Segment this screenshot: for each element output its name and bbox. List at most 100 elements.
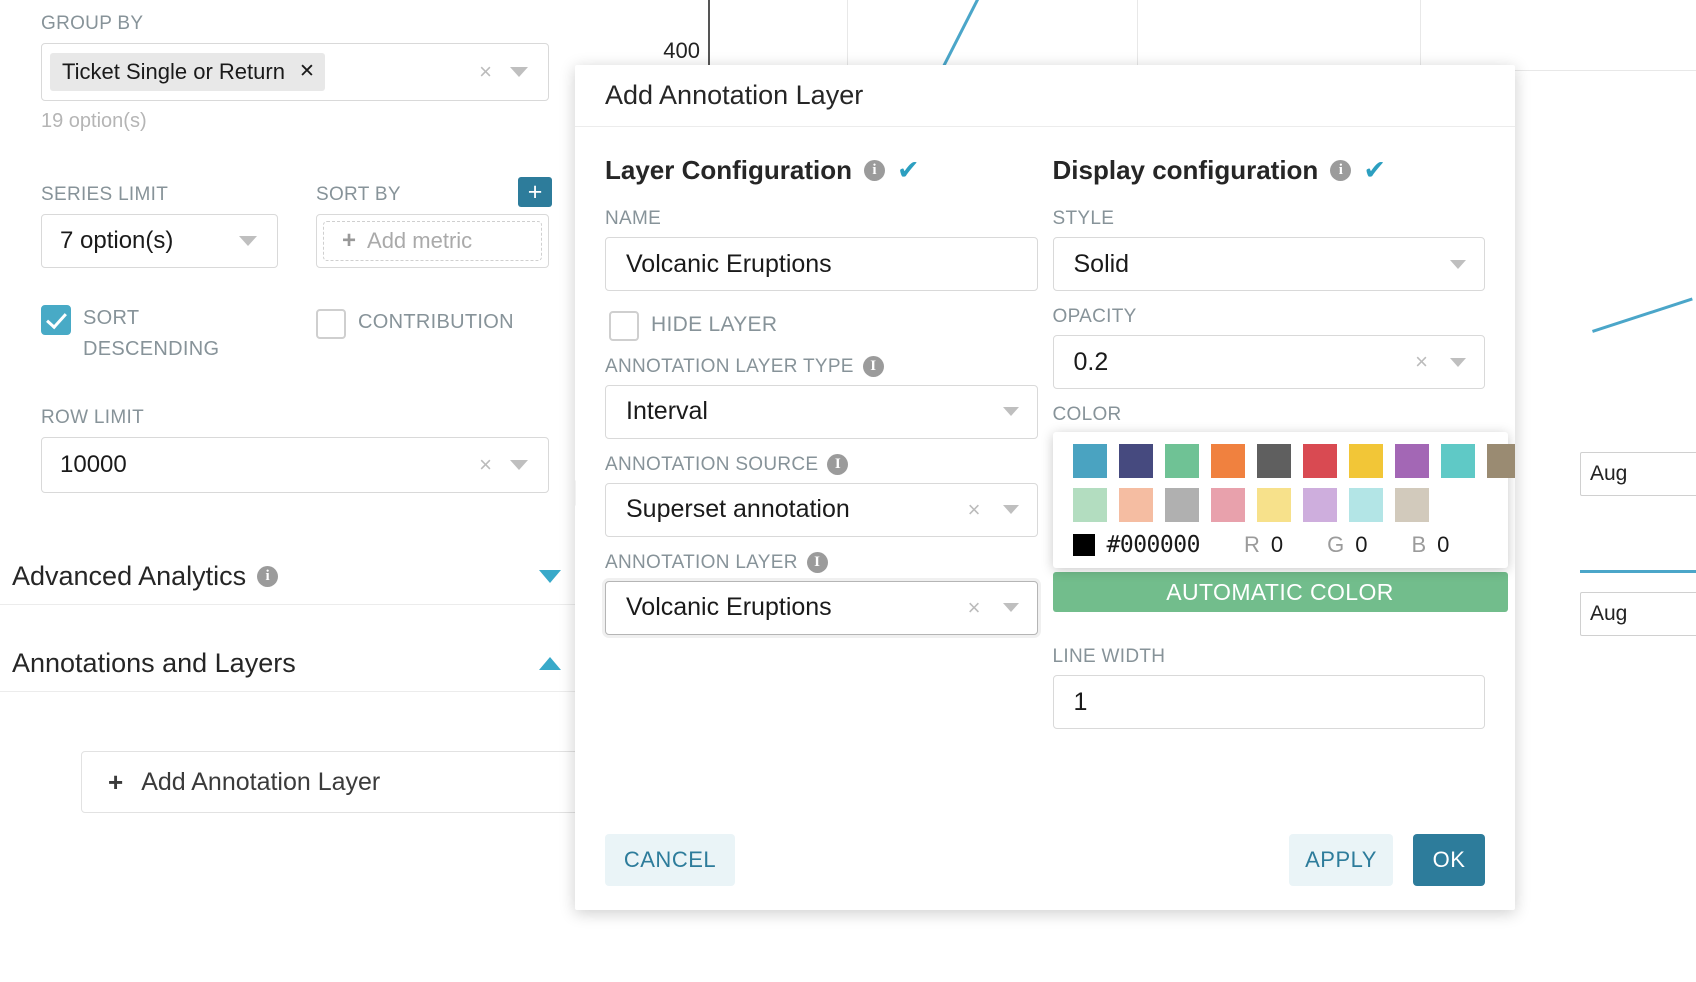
chevron-down-icon[interactable] [1002,407,1019,417]
b-value[interactable]: 0 [1437,532,1450,557]
style-select[interactable]: Solid [1052,237,1485,291]
row-limit-label: ROW LIMIT [41,407,144,428]
layer-configuration-heading: Layer Configuration i ✔ [605,155,1038,186]
clear-icon[interactable]: × [479,58,492,84]
color-swatch[interactable] [1164,488,1199,522]
contribution-checkbox-row[interactable]: CONTRIBUTION [316,307,556,339]
color-hex-value[interactable]: #000000 [1106,532,1201,558]
color-swatch[interactable] [1072,488,1107,522]
name-value: Volcanic Eruptions [626,249,832,278]
close-icon[interactable]: ✕ [298,61,315,83]
clear-icon[interactable]: × [1415,349,1428,374]
color-swatch[interactable] [1394,444,1429,478]
chart-y-axis [708,0,710,70]
color-swatch[interactable] [1256,488,1291,522]
checkbox-checked-icon[interactable] [41,305,71,335]
hide-layer-checkbox-row[interactable]: HIDE LAYER [609,309,1038,342]
row-limit-control: ROW LIMIT 10000 × [41,406,549,493]
group-by-select[interactable]: Ticket Single or Return ✕ × [41,42,549,101]
color-swatch[interactable] [1210,488,1245,522]
hide-layer-label: HIDE LAYER [651,313,778,336]
control-panel: GROUP BY Ticket Single or Return ✕ × 19 … [0,0,593,982]
color-swatch-row-2 [1053,488,1508,522]
checkbox-unchecked-icon[interactable] [609,311,639,341]
name-label: NAME [605,208,662,229]
color-swatch[interactable] [1164,444,1199,478]
opacity-label: OPACITY [1052,306,1137,327]
color-swatch[interactable] [1348,488,1383,522]
style-label: STYLE [1052,208,1115,229]
name-input[interactable]: Volcanic Eruptions [605,237,1038,291]
group-by-tag-label: Ticket Single or Return [62,58,285,84]
info-icon[interactable]: i [827,454,849,476]
clear-icon[interactable]: × [967,594,981,620]
color-swatch[interactable] [1256,444,1291,478]
annotation-source-select[interactable]: Superset annotation × [605,482,1038,537]
resize-handle[interactable] [575,480,576,506]
section-advanced-analytics[interactable]: Advanced Analytics i [0,548,593,605]
color-swatch[interactable] [1394,488,1429,522]
info-icon[interactable]: i [1330,160,1352,181]
sort-by-control: SORT BY + Add metric [316,183,549,268]
chevron-down-icon[interactable] [1450,357,1466,367]
chevron-down-icon[interactable] [510,459,528,470]
add-annotation-layer-modal: Add Annotation Layer Layer Configuration… [575,65,1515,910]
color-swatch[interactable] [1072,444,1107,478]
automatic-color-button[interactable]: AUTOMATIC COLOR [1052,572,1508,612]
r-value[interactable]: 0 [1270,532,1284,557]
color-swatch[interactable] [1210,444,1245,478]
contribution-label: CONTRIBUTION [358,311,514,333]
color-swatch[interactable] [1302,488,1337,522]
chevron-up-icon[interactable] [539,656,561,670]
sort-by-dropzone[interactable]: + Add metric [316,213,549,268]
sort-descending-checkbox-row[interactable]: SORT DESCENDING [41,303,281,365]
color-swatch[interactable] [1118,488,1153,522]
cancel-button[interactable]: CANCEL [605,834,735,886]
annotation-layer-select[interactable]: Volcanic Eruptions × [605,580,1038,635]
current-color-chip [1072,534,1095,556]
add-metric-button[interactable]: + Add metric [323,220,542,261]
annotation-layer-label-text: ANNOTATION LAYER [605,551,798,573]
chevron-down-icon[interactable] [510,66,528,77]
b-label: B [1411,532,1427,557]
layer-configuration-title: Layer Configuration [605,155,853,185]
chevron-down-icon[interactable] [1002,603,1019,613]
g-value[interactable]: 0 [1355,532,1368,557]
row-limit-select[interactable]: 10000 × [41,436,549,493]
group-by-tag[interactable]: Ticket Single or Return ✕ [50,52,325,91]
sort-by-label: SORT BY [316,184,401,205]
color-swatch[interactable] [1486,444,1515,478]
line-width-input[interactable]: 1 [1052,675,1485,729]
chart-gridline [1420,0,1421,70]
add-sort-metric-button[interactable]: + [518,177,552,207]
info-icon[interactable]: i [864,160,886,181]
add-annotation-layer-button[interactable]: + Add Annotation Layer [81,751,589,813]
info-icon[interactable]: i [806,552,828,574]
checkbox-unchecked-icon[interactable] [316,309,346,339]
chevron-down-icon[interactable] [539,569,561,583]
annotation-layer-type-select[interactable]: Interval [605,384,1038,439]
line-width-field: LINE WIDTH 1 [1052,646,1485,729]
opacity-select[interactable]: 0.2 × [1052,335,1485,389]
apply-button[interactable]: APPLY [1289,834,1393,886]
modal-body: Layer Configuration i ✔ NAME Volcanic Er… [575,127,1515,744]
clear-icon[interactable]: × [967,496,981,522]
color-swatch[interactable] [1440,444,1475,478]
clear-icon[interactable]: × [479,451,492,477]
info-icon[interactable]: i [257,565,279,587]
series-limit-select[interactable]: 7 option(s) [41,213,278,268]
section-annotations-and-layers[interactable]: Annotations and Layers [0,635,593,692]
color-swatch[interactable] [1348,444,1383,478]
info-icon[interactable]: i [862,356,884,378]
series-limit-value: 7 option(s) [60,226,174,254]
ok-button[interactable]: OK [1413,834,1485,886]
color-swatch[interactable] [1118,444,1153,478]
series-limit-control: SERIES LIMIT 7 option(s) [41,183,278,268]
chevron-down-icon[interactable] [1002,505,1019,515]
color-swatch[interactable] [1302,444,1337,478]
chevron-down-icon[interactable] [239,235,257,246]
color-picker-popover[interactable]: #000000 R 0 G 0 B 0 [1052,432,1515,568]
annotation-layer-value: Volcanic Eruptions [626,593,832,622]
chart-gridline [1137,0,1138,70]
chevron-down-icon[interactable] [1450,259,1466,269]
